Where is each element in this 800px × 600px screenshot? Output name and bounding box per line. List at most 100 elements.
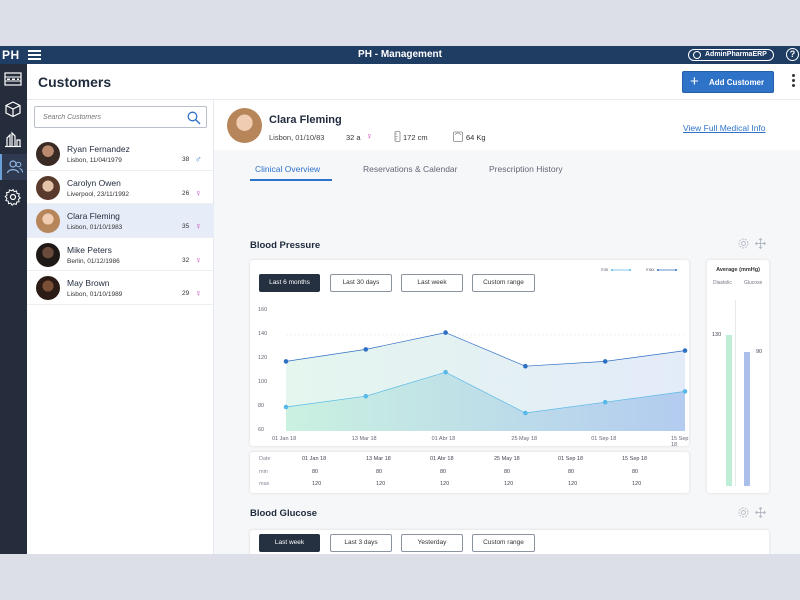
page-header: Customers + Add Customer (27, 64, 800, 100)
gear-icon[interactable] (738, 507, 749, 518)
customer-name: Clara Fleming (67, 211, 120, 221)
table-cell-max-2: 120 (440, 481, 450, 487)
filter-custom-range[interactable]: Custom range (472, 274, 535, 292)
nav-settings[interactable] (0, 184, 27, 210)
legend-max: max (646, 267, 678, 272)
customer-location-birthdate: Berlin, 01/12/1986 (67, 257, 120, 265)
filter-last-week[interactable]: Last week (401, 274, 463, 292)
female-icon: ♀ (195, 288, 202, 298)
customer-row-may-brown[interactable]: May Brown Lisbon, 01/10/1989 29 ♀ (27, 271, 214, 305)
average-left-bar (726, 335, 732, 486)
blood-pressure-chart (283, 330, 688, 431)
app-title: PH - Management (358, 49, 442, 60)
weight-icon (453, 131, 463, 142)
female-icon: ♀ (195, 187, 202, 198)
bp-ytick-160: 160 (258, 307, 268, 313)
customer-age: 38 (182, 156, 190, 163)
customer-location-birthdate: Lisbon, 01/10/1989 (67, 291, 123, 298)
blood-glucose-title: Blood Glucose (250, 508, 318, 519)
point-min-4 (602, 399, 608, 405)
add-customer-label: Add Customer (709, 78, 765, 87)
app-logo[interactable]: PH (2, 48, 20, 62)
average-left-track (735, 300, 736, 486)
tab-prescription-history[interactable]: Prescription History (489, 164, 563, 174)
blood-pressure-title: Blood Pressure (250, 240, 321, 251)
left-nav (0, 64, 27, 554)
point-min-1 (363, 393, 369, 399)
patient-name: Clara Fleming (269, 114, 342, 126)
tab-reservations-calendar[interactable]: Reservations & Calendar (363, 164, 458, 174)
patient-height: 172 cm (403, 133, 428, 142)
tab-clinical-overview[interactable]: Clinical Overview (255, 164, 321, 174)
active-tab-indicator (250, 179, 332, 181)
avatar (36, 209, 60, 233)
box-icon (5, 101, 21, 118)
more-options-icon[interactable] (792, 74, 796, 89)
table-cell-min-0: 80 (312, 469, 319, 475)
user-menu-button[interactable]: AdminPharmaERP (688, 49, 774, 61)
bp-xtick-3: 25 May 18 (511, 436, 538, 442)
table-cell-min-5: 80 (632, 469, 639, 475)
search-input[interactable] (43, 112, 183, 123)
move-icon[interactable] (755, 507, 766, 518)
legend-min-swatch (610, 268, 631, 271)
customer-row-ryan-fernandez[interactable]: Ryan Fernandez Lisbon, 11/04/1979 38 ♂ (27, 137, 214, 171)
view-full-medical-info-link[interactable]: View Full Medical Info (683, 123, 766, 133)
plus-icon: + (690, 73, 699, 90)
average-right-label: Glucose (744, 280, 763, 286)
table-cell-min-2: 80 (440, 469, 447, 475)
gear-icon (4, 188, 22, 206)
search-box[interactable] (34, 106, 207, 128)
table-cell-date-5: 15 Sep 18 (622, 456, 648, 462)
table-cell-date-3: 25 May 18 (494, 456, 520, 462)
nav-reports[interactable] (0, 126, 27, 152)
bp-ytick-100: 100 (258, 379, 268, 385)
nav-customers[interactable] (0, 154, 27, 180)
customer-panel: Ryan Fernandez Lisbon, 11/04/1979 38 ♂ C… (27, 100, 214, 554)
average-left-value: 130 (712, 332, 722, 338)
add-customer-button[interactable]: + Add Customer (682, 71, 774, 93)
filter-last-3-days[interactable]: Last 3 days (330, 534, 392, 552)
customer-location-birthdate: Lisbon, 11/04/1979 (67, 157, 122, 164)
filter-last-6-months[interactable]: Last 6 months (259, 274, 320, 292)
point-min-5 (682, 389, 688, 394)
search-icon[interactable] (187, 111, 201, 125)
nav-dashboard[interactable] (0, 66, 27, 92)
average-right-value: 90 (756, 349, 763, 355)
move-icon[interactable] (755, 238, 766, 249)
table-cell-max-5: 120 (632, 481, 642, 487)
table-cell-max-0: 120 (312, 481, 322, 487)
customer-name: May Brown (67, 278, 110, 288)
customer-row-mike-peters[interactable]: Mike Peters Berlin, 01/12/1986 32 ♀ (27, 238, 214, 271)
help-icon[interactable]: ? (786, 48, 799, 61)
average-title: Average (mmHg) (716, 267, 760, 273)
customer-detail: Clara Fleming Lisbon, 01/10/83 32 a ♀ 17… (214, 100, 800, 554)
gear-icon[interactable] (738, 238, 749, 249)
menu-icon[interactable] (28, 50, 41, 60)
point-max-0 (283, 359, 289, 364)
filter-yesterday[interactable]: Yesterday (401, 534, 463, 552)
customer-location-birthdate: Liverpool, 23/11/1992 (67, 190, 130, 198)
top-bar: PH PH - Management AdminPharmaERP ? (0, 46, 800, 64)
bp-ytick-120: 120 (258, 355, 268, 361)
point-max-4 (602, 359, 608, 364)
filter-custom-range[interactable]: Custom range (472, 534, 535, 552)
user-icon (693, 51, 701, 59)
customer-row-clara-fleming[interactable]: Clara Fleming Lisbon, 01/10/1983 35 ♀ (27, 204, 214, 238)
avatar (36, 276, 60, 300)
table-cell-min-4: 80 (568, 469, 575, 475)
customer-row-carolyn-owen[interactable]: Carolyn Owen Liverpool, 23/11/1992 26 ♀ (27, 171, 214, 204)
table-cell-date-0: 01 Jan 18 (302, 456, 327, 462)
table-cell-max-3: 120 (504, 481, 514, 487)
filter-last-30-days[interactable]: Last 30 days (330, 274, 392, 292)
customer-name: Mike Peters (67, 244, 112, 255)
nav-products[interactable] (0, 96, 27, 122)
point-max-2 (443, 330, 448, 335)
table-cell-date-1: 13 Mar 18 (366, 456, 391, 462)
customer-location-birthdate: Lisbon, 01/10/1983 (67, 224, 123, 231)
bp-xtick-1: 13 Mar 18 (351, 436, 377, 442)
male-icon: ♂ (195, 154, 202, 164)
filter-last-week[interactable]: Last week (259, 534, 320, 552)
point-max-1 (363, 347, 369, 352)
bp-xtick-4: 01 Sep 18 (591, 436, 617, 442)
